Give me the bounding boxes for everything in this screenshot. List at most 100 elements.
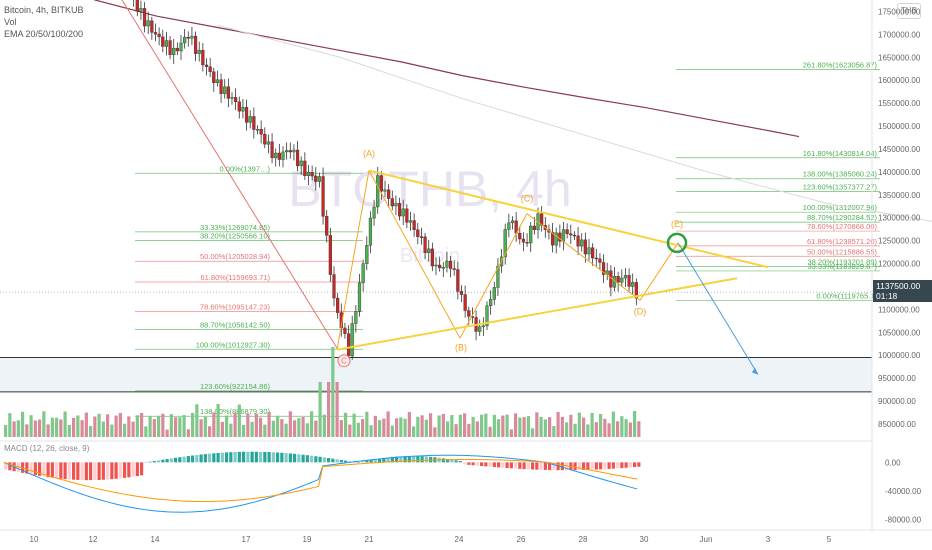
price-panel[interactable]: BTCTHB, 4h Bitcoin 0.00%(1397…)33.33%(12… [0, 0, 932, 440]
candle-body [179, 42, 183, 52]
volume-bar [131, 421, 135, 437]
candle-body [230, 97, 234, 99]
price-axis[interactable]: 1750000.00 1700000.00 1650000.00 1600000.00… [878, 7, 921, 429]
macd-histogram-bar [76, 462, 80, 480]
macd-histogram-bar [633, 462, 637, 468]
candle-body [452, 268, 456, 270]
volume-bar [624, 419, 628, 437]
volume-bar [514, 413, 518, 437]
volume-bar [416, 416, 420, 437]
candle-body [350, 323, 354, 357]
macd-histogram-bar [395, 456, 399, 463]
macd-panel[interactable] [3, 451, 641, 513]
volume-bar [607, 423, 611, 437]
volume-bar [259, 417, 263, 437]
price-tick: 950000.00 [878, 374, 916, 383]
fib-right-label: 61.80%(1238571.20) [807, 237, 878, 246]
bar-countdown: 01:18 [876, 291, 898, 301]
volume-bar [127, 416, 131, 437]
candle-body [186, 36, 190, 39]
candle-body [397, 203, 402, 217]
fib-left-label: 88.70%(1056142.50) [200, 320, 271, 329]
macd-histogram-bar [72, 462, 76, 480]
volume-bar [67, 425, 71, 437]
macd-histogram-bar [174, 457, 178, 463]
candle-body [252, 116, 256, 130]
fib-right-label: 161.80%(1430814.04) [803, 149, 878, 158]
macd-histogram-bar [208, 453, 212, 463]
volume-bar [616, 421, 620, 437]
macd-histogram-bar [276, 452, 280, 463]
currency-badge[interactable]: THB [897, 3, 921, 19]
candle-body [197, 50, 201, 54]
time-axis[interactable]: 10 12 14 17 19 21 24 26 28 30 Jun 3 5 [30, 535, 832, 544]
candle-body [317, 176, 322, 182]
volume-label: Vol [4, 17, 17, 27]
volume-bar [539, 416, 543, 437]
volume-bar [254, 413, 258, 437]
volume-bar [535, 412, 539, 437]
candle-body [299, 160, 303, 167]
volume-bar [369, 425, 373, 437]
macd-histogram-bar [42, 462, 46, 477]
volume-bar [165, 429, 169, 437]
volume-bar [33, 420, 37, 437]
macd-histogram-bar [318, 456, 322, 463]
candle-body [631, 282, 635, 287]
volume-bar [437, 415, 441, 437]
macd-histogram-bar [412, 455, 416, 463]
macd-histogram-bar [114, 462, 118, 479]
volume-bar [365, 411, 369, 437]
price-tick: 1550000.00 [878, 99, 921, 108]
candle-body [550, 231, 555, 246]
candle-body [459, 291, 464, 295]
macd-histogram-bar [55, 462, 59, 479]
macd-histogram-bar [463, 462, 467, 465]
fib-left-label: 38.20%(1250566.10) [200, 231, 271, 240]
macd-histogram-bar [169, 458, 173, 463]
candle-body [168, 40, 172, 55]
volume-bar [301, 417, 305, 437]
volume-bar [310, 411, 314, 437]
macd-histogram-bar [382, 457, 386, 463]
macd-histogram-bar [386, 457, 390, 463]
volume-bar [288, 411, 292, 437]
candle-body [507, 222, 511, 230]
fib-right-label: 50.00%(1215886.55) [807, 247, 878, 256]
volume-bar [386, 411, 390, 437]
volume-bar [16, 420, 20, 437]
macd-histogram-bar [67, 462, 71, 480]
macd-histogram-bar [84, 462, 88, 481]
last-price-badge: 1137500.00 01:18 [873, 280, 932, 302]
time-tick: 30 [640, 535, 649, 544]
macd-histogram-bar [458, 461, 462, 463]
macd-histogram-bar [616, 462, 620, 469]
volume-bar [433, 427, 437, 437]
volume-bar [242, 424, 246, 437]
candle-body [616, 276, 620, 283]
candle-body [463, 294, 467, 311]
candle-body [325, 216, 329, 236]
candle-body [183, 36, 187, 44]
candle-body [510, 220, 515, 224]
macd-axis[interactable]: 0.00 -40000.00 -80000.00 [885, 458, 922, 524]
volume-bar [628, 422, 632, 437]
time-tick: 12 [89, 535, 98, 544]
candle-body [525, 242, 529, 244]
macd-histogram-bar [552, 462, 556, 471]
candle-body [591, 247, 595, 259]
price-tick: 1050000.00 [878, 328, 921, 337]
volume-bar [161, 413, 165, 437]
volume-bar [59, 419, 63, 437]
fib-left-label: 0.00%(1397…) [220, 164, 271, 173]
wave-segment [526, 213, 641, 301]
fib-left-label: 61.80%(1159693.71) [201, 273, 271, 282]
volume-bar [195, 404, 199, 437]
fib-right-label: 123.60%(1357377.27) [803, 182, 878, 191]
price-tick: 1300000.00 [878, 214, 921, 223]
volume-bar [505, 414, 509, 437]
macd-histogram-bar [225, 452, 229, 463]
macd-histogram-bar [135, 462, 139, 477]
macd-histogram-bar [191, 455, 195, 463]
